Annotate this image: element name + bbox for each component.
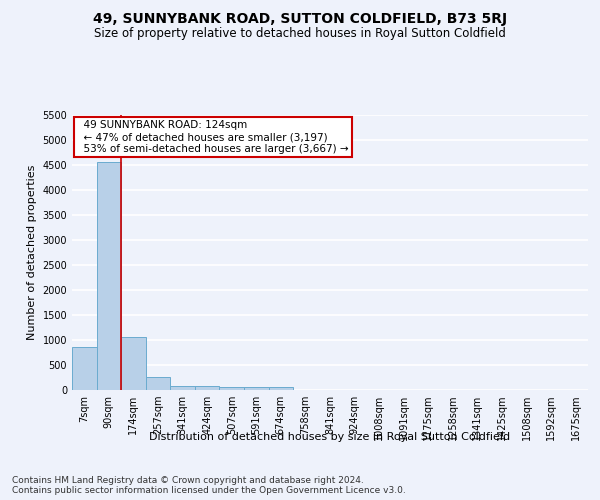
Text: 49 SUNNYBANK ROAD: 124sqm
  ← 47% of detached houses are smaller (3,197)
  53% o: 49 SUNNYBANK ROAD: 124sqm ← 47% of detac… <box>77 120 349 154</box>
Bar <box>146 376 170 390</box>
Text: Size of property relative to detached houses in Royal Sutton Coldfield: Size of property relative to detached ho… <box>94 28 506 40</box>
Bar <box>269 387 293 390</box>
Bar <box>72 346 97 390</box>
Bar <box>170 386 195 390</box>
Bar <box>244 387 269 390</box>
Bar <box>220 387 244 390</box>
Text: 49, SUNNYBANK ROAD, SUTTON COLDFIELD, B73 5RJ: 49, SUNNYBANK ROAD, SUTTON COLDFIELD, B7… <box>93 12 507 26</box>
Bar <box>195 386 220 390</box>
Text: Distribution of detached houses by size in Royal Sutton Coldfield: Distribution of detached houses by size … <box>149 432 511 442</box>
Y-axis label: Number of detached properties: Number of detached properties <box>27 165 37 340</box>
Bar <box>97 162 121 390</box>
Text: Contains HM Land Registry data © Crown copyright and database right 2024.
Contai: Contains HM Land Registry data © Crown c… <box>12 476 406 495</box>
Bar <box>121 337 146 390</box>
